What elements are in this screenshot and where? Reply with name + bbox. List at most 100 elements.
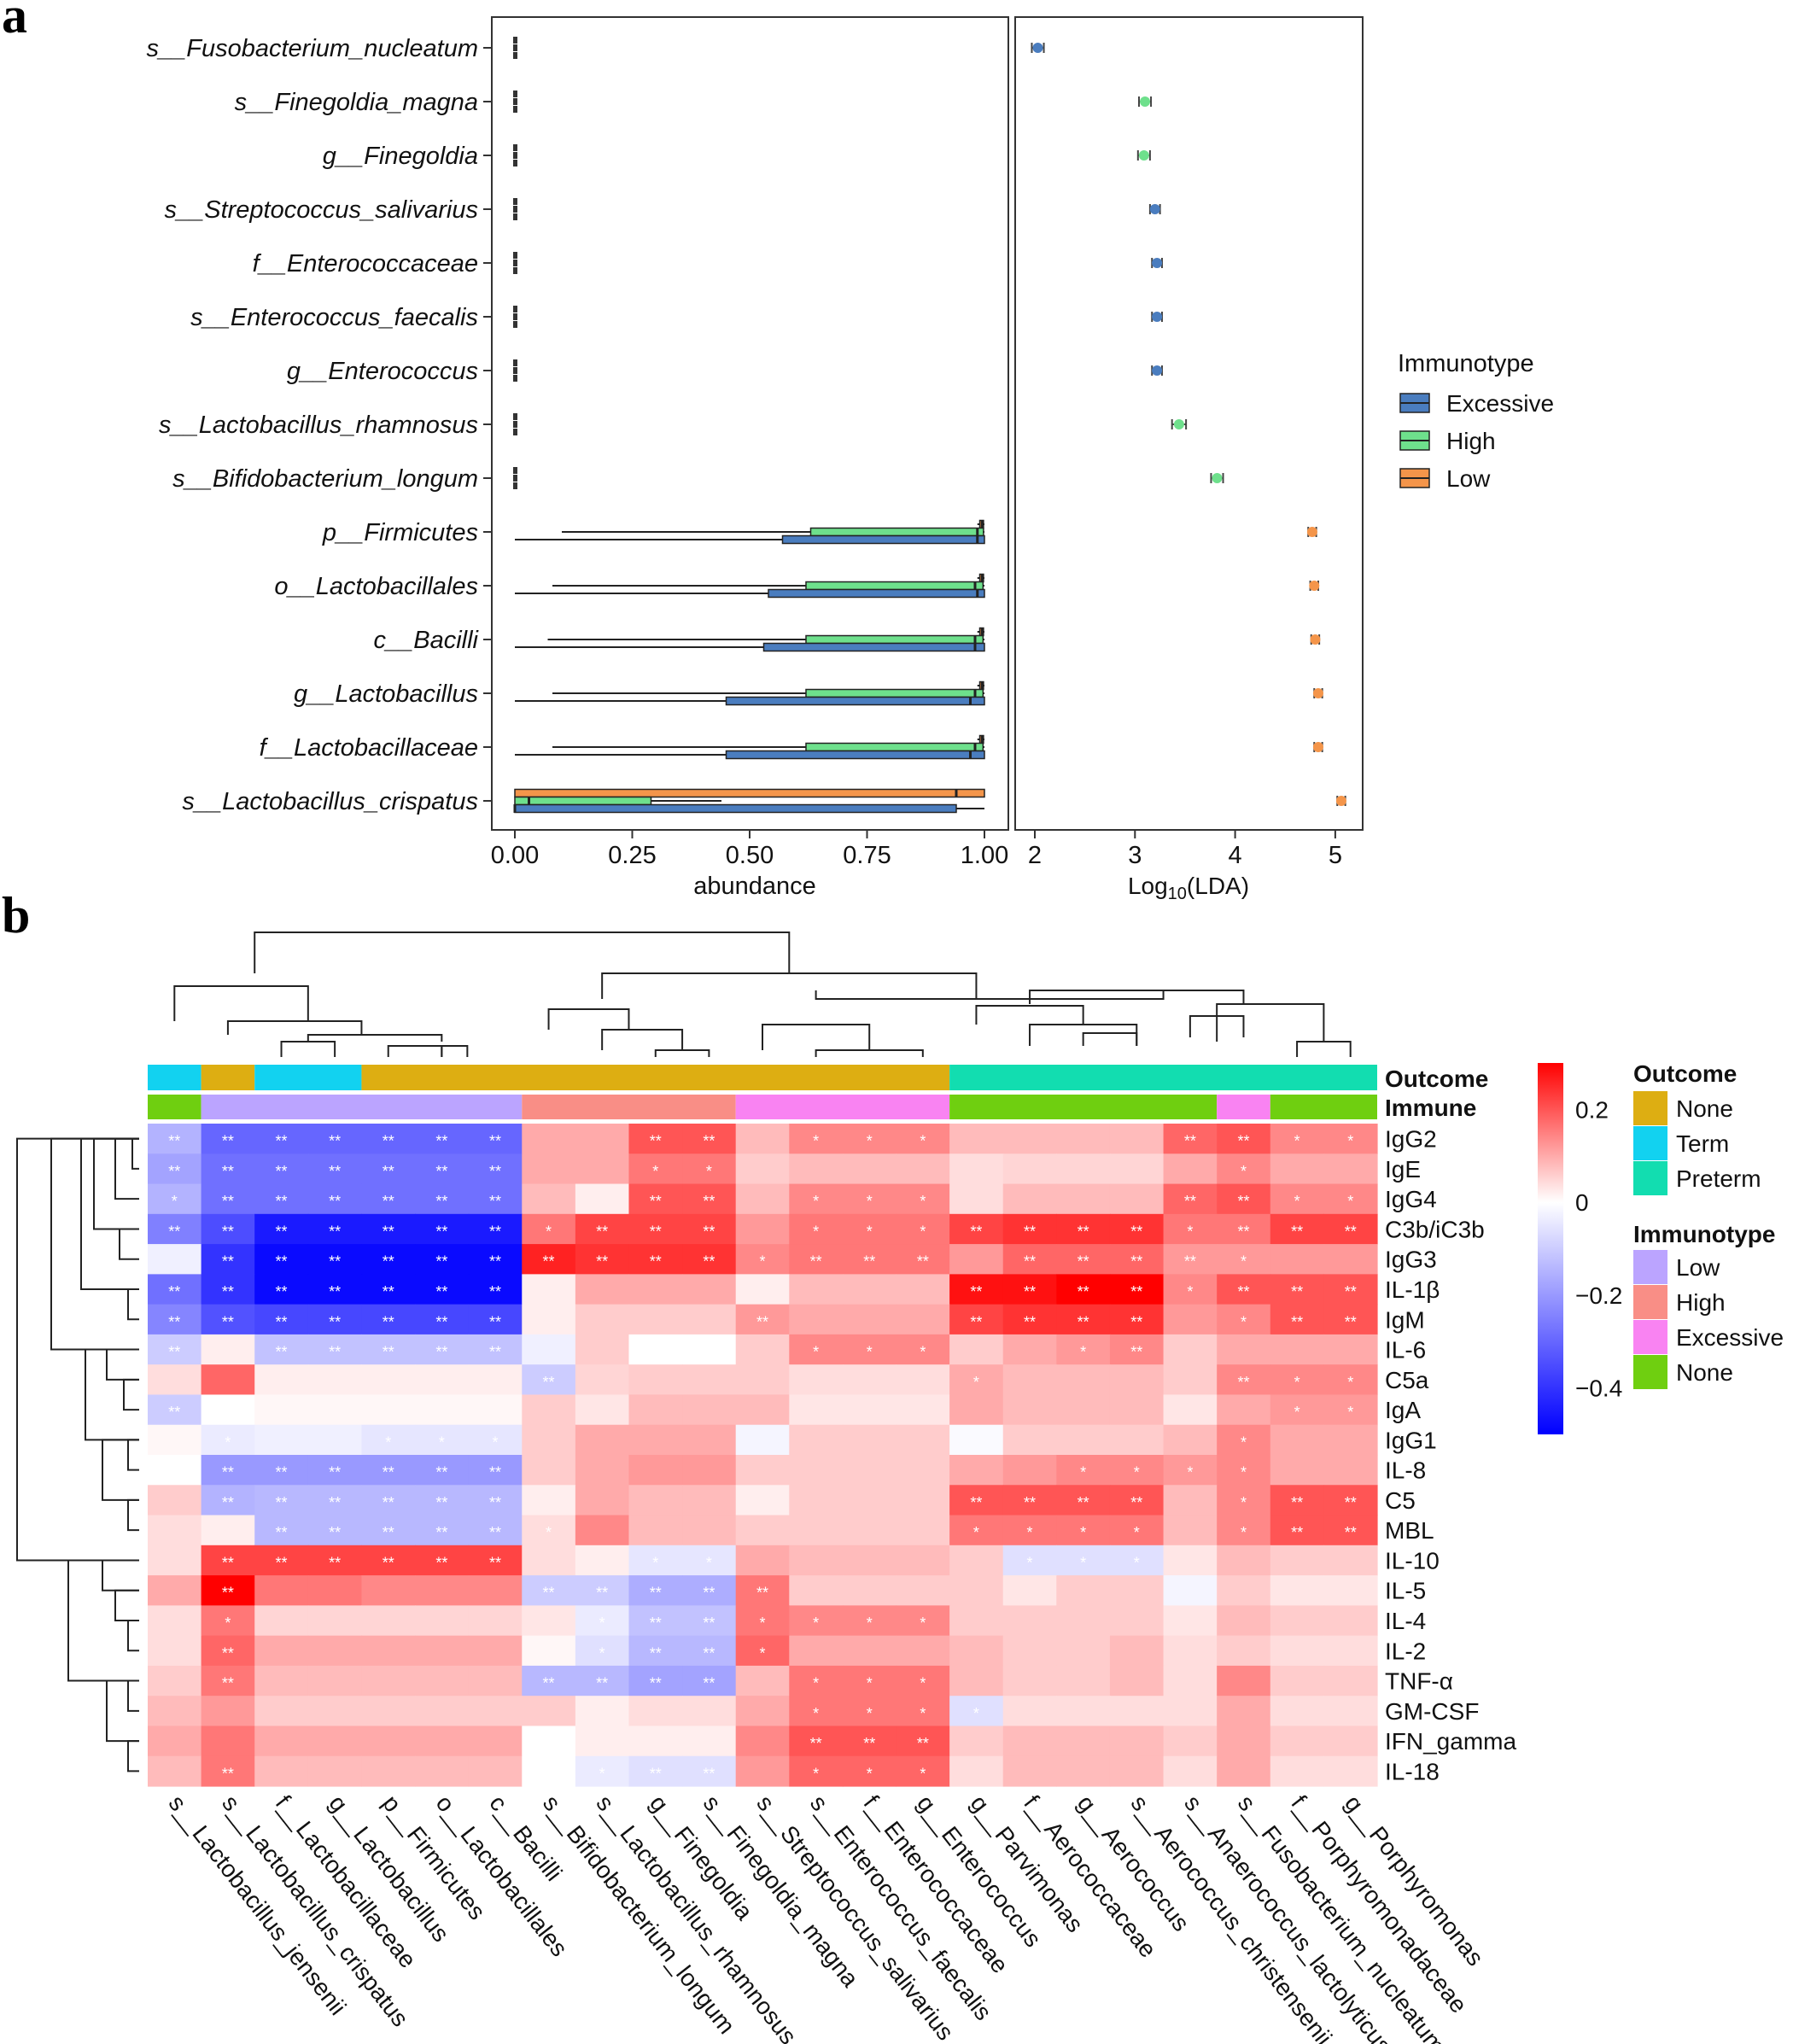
- heatmap-cell: [1217, 1515, 1271, 1546]
- immunotype-legend-swatch: [1633, 1355, 1667, 1389]
- taxon-label: s__Lactobacillus_rhamnosus: [159, 412, 478, 439]
- heatmap-cell: [307, 1124, 363, 1154]
- heatmap-cell: [307, 1515, 363, 1546]
- heatmap-cell: [148, 1635, 202, 1667]
- significance-star: **: [329, 1253, 341, 1270]
- significance-star: **: [222, 1163, 234, 1180]
- heatmap-cell: [628, 1545, 683, 1576]
- heatmap-cell: [735, 1515, 790, 1546]
- box-excessive: [513, 321, 517, 328]
- heatmap-cell: [1163, 1485, 1218, 1516]
- heatmap-cell: [415, 1726, 470, 1757]
- heatmap-cell: [1323, 1213, 1378, 1245]
- box-high: [513, 367, 517, 374]
- heatmap-cell: [1323, 1244, 1378, 1275]
- heatmap-cell: [1270, 1124, 1324, 1154]
- box-excessive: [725, 696, 985, 706]
- significance-star: **: [650, 1133, 662, 1150]
- significance-star: **: [1291, 1494, 1303, 1511]
- heatmap-cell: [1217, 1364, 1271, 1396]
- outcome-legend-swatch: [1633, 1091, 1667, 1125]
- heatmap-cell: [682, 1485, 737, 1516]
- x-tick-label: 0.25: [608, 842, 656, 869]
- box-low: [513, 467, 517, 474]
- significance-star: **: [222, 1253, 234, 1270]
- heatmap-cell: [148, 1274, 202, 1305]
- heatmap-cell: [1217, 1696, 1271, 1727]
- heatmap-cell: [415, 1244, 470, 1275]
- heatmap-cell: [575, 1485, 630, 1516]
- significance-star: *: [1027, 1554, 1033, 1571]
- significance-star: *: [492, 1434, 498, 1451]
- row-dendrogram-branch: [123, 1378, 139, 1411]
- row-label: IL-18: [1385, 1758, 1440, 1784]
- heatmap-cell: [468, 1515, 523, 1546]
- significance-star: **: [650, 1644, 662, 1661]
- heatmap-cell: [254, 1334, 309, 1365]
- row-label: IgG4: [1385, 1186, 1437, 1212]
- heatmap-cell: [415, 1545, 470, 1576]
- row-label: IgM: [1385, 1306, 1425, 1333]
- heatmap-cell: [307, 1575, 363, 1606]
- heatmap-cell: [575, 1153, 630, 1185]
- immunotype-legend-swatch: [1633, 1250, 1667, 1284]
- significance-star: *: [1294, 1193, 1300, 1210]
- heatmap-cell: [254, 1304, 309, 1335]
- lda-point-low: [1310, 634, 1321, 645]
- outcome-annotation-term: [148, 1065, 201, 1090]
- heatmap-cell: [1109, 1515, 1165, 1546]
- heatmap-cell: [415, 1485, 470, 1516]
- heatmap-cell: [1323, 1665, 1378, 1697]
- heatmap-cell: [468, 1334, 523, 1365]
- heatmap-cell: [361, 1545, 416, 1576]
- significance-star: **: [489, 1494, 501, 1511]
- heatmap-cell: [1323, 1153, 1378, 1185]
- lda-dot: [1306, 527, 1317, 537]
- colorbar-tick-label: −0.4: [1575, 1375, 1622, 1402]
- heatmap-cell: [307, 1244, 363, 1275]
- lda-dot: [1312, 688, 1323, 698]
- heatmap-cell: [575, 1635, 630, 1667]
- heatmap-cell: [1270, 1183, 1324, 1215]
- significance-star: **: [1345, 1524, 1357, 1541]
- significance-star: **: [650, 1193, 662, 1210]
- heatmap-cell: [415, 1455, 470, 1486]
- significance-star: **: [489, 1193, 501, 1210]
- heatmap-cell: [1323, 1394, 1378, 1426]
- significance-star: **: [222, 1133, 234, 1150]
- heatmap-cell: [735, 1485, 790, 1516]
- significance-star: **: [1130, 1344, 1142, 1361]
- heatmap-cell: [468, 1213, 523, 1245]
- heatmap-cell: [1109, 1545, 1165, 1576]
- heatmap-cell: [148, 1485, 202, 1516]
- row-dendrogram-branch: [16, 1137, 139, 1562]
- row-label: IFN_gamma: [1385, 1728, 1516, 1755]
- heatmap-cell: [949, 1605, 1004, 1637]
- heatmap-cell: [1056, 1394, 1111, 1426]
- heatmap-cell: [896, 1244, 950, 1275]
- heatmap-cell: [1323, 1545, 1378, 1576]
- heatmap-cell: [949, 1304, 1004, 1335]
- significance-star: *: [1347, 1133, 1353, 1150]
- heatmap-cell: [1109, 1183, 1165, 1215]
- significance-star: **: [1237, 1223, 1249, 1240]
- heatmap-cell: [628, 1394, 683, 1426]
- row-dendrogram-branch: [119, 1228, 139, 1260]
- significance-star: **: [1078, 1494, 1089, 1511]
- heatmap-cell: [575, 1334, 630, 1365]
- lda-dot: [1212, 473, 1223, 483]
- box-high: [514, 796, 652, 806]
- heatmap-cell: [254, 1605, 309, 1637]
- heatmap-cell: [361, 1124, 416, 1154]
- x-tick-label: 0.75: [843, 842, 891, 869]
- heatmap-cell: [307, 1304, 363, 1335]
- significance-star: **: [435, 1554, 447, 1571]
- heatmap-cell: [201, 1424, 255, 1456]
- heatmap-cell: [148, 1334, 202, 1365]
- heatmap-cell: [1056, 1334, 1111, 1365]
- heatmap-cell: [682, 1515, 737, 1546]
- row-label: IL-10: [1385, 1547, 1440, 1574]
- heatmap-cell: [201, 1545, 255, 1576]
- heatmap-cell: [1270, 1364, 1324, 1396]
